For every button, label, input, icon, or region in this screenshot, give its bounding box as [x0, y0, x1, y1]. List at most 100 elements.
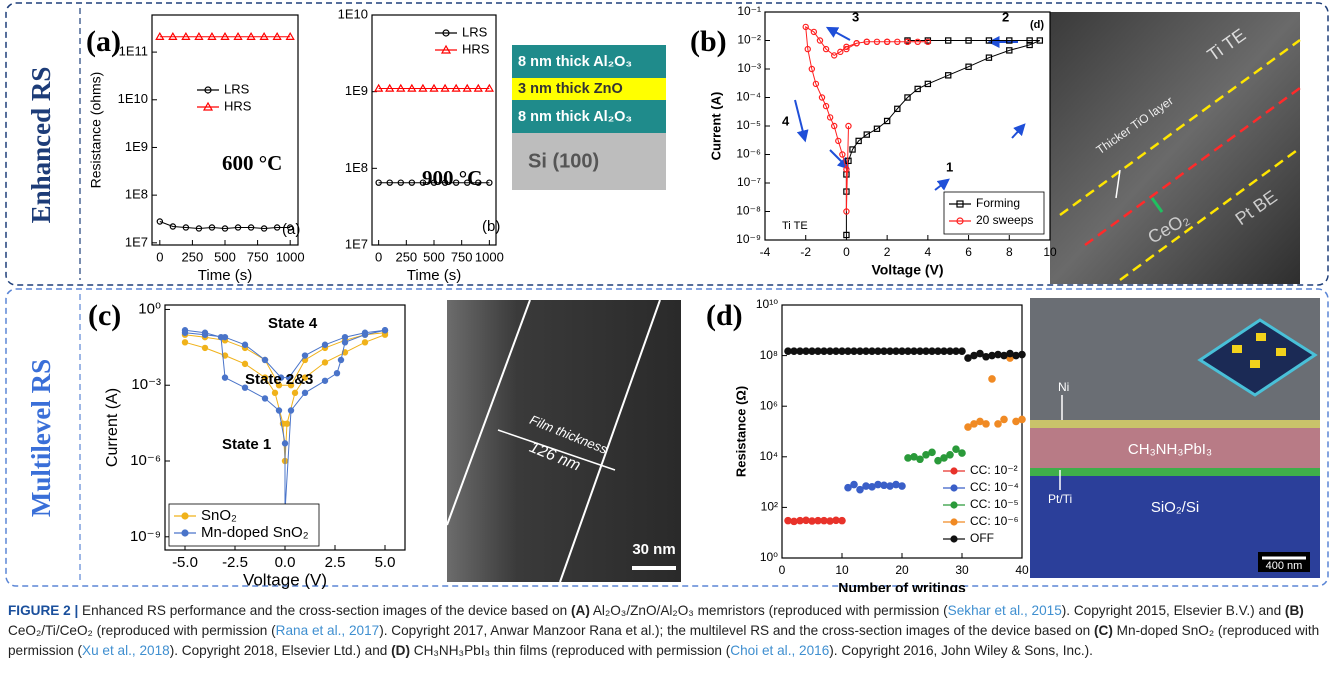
- data-point: [322, 378, 327, 383]
- data-point: [202, 345, 207, 350]
- legend-label: LRS: [462, 24, 488, 39]
- data-point: [1013, 352, 1019, 358]
- data-point: [397, 85, 404, 91]
- y-tick-label: 10¹⁰: [756, 297, 778, 311]
- caption-bold: (D): [391, 643, 410, 658]
- y-tick-label: 10⁶: [760, 398, 778, 412]
- data-point: [375, 85, 382, 91]
- data-point: [302, 353, 307, 358]
- micrograph: Ti TE Thicker TiO layer CeO₂ Pt BE: [1050, 12, 1300, 284]
- x-tick-label: 20: [895, 563, 909, 577]
- citation-link[interactable]: Sekhar et al., 2015: [948, 603, 1062, 618]
- x-axis-label: Number of writings: [838, 580, 966, 592]
- image-label: Pt/Ti: [1048, 492, 1072, 506]
- data-point: [953, 446, 959, 452]
- y-tick-label: 10⁴: [759, 449, 778, 463]
- data-point: [863, 483, 869, 489]
- data-point: [202, 332, 207, 337]
- data-point: [1001, 416, 1007, 422]
- y-tick-label: 10⁸: [760, 348, 778, 362]
- electrode: [1276, 348, 1286, 356]
- data-point: [983, 354, 989, 360]
- x-tick-label: 2: [884, 245, 891, 259]
- legend-label: CC: 10⁻⁶: [970, 514, 1019, 528]
- y-tick-label: 10⁻³: [131, 376, 161, 393]
- y-tick-label: 1E7: [345, 236, 368, 251]
- annotation: 2: [1002, 9, 1009, 24]
- x-tick-label: 30: [955, 563, 969, 577]
- x-axis-label: Time (s): [407, 267, 461, 284]
- data-point: [881, 482, 887, 488]
- y-tick-label: 1E9: [345, 83, 368, 98]
- panel-label: (a): [86, 25, 121, 58]
- legend-marker: [182, 513, 188, 519]
- x-tick-label: 250: [182, 249, 204, 264]
- data-point: [989, 376, 995, 382]
- x-axis-label: Voltage (V): [871, 262, 943, 278]
- electrode: [1256, 333, 1266, 341]
- scale-label: 30 nm: [632, 541, 675, 558]
- x-tick-label: 10: [835, 563, 849, 577]
- citation-link[interactable]: Rana et al., 2017: [276, 623, 380, 638]
- data-point: [453, 85, 460, 91]
- annotation: State 1: [222, 436, 271, 453]
- y-tick-label: 10⁻³: [737, 61, 761, 75]
- y-axis-label: Current (A): [708, 92, 723, 161]
- layer: [1030, 468, 1320, 476]
- y-axis-label: Resistance (Ω): [733, 386, 748, 477]
- y-tick-label: 10⁻¹: [737, 4, 761, 18]
- legend-marker: [951, 502, 957, 508]
- citation-link[interactable]: Xu et al., 2018: [82, 643, 170, 658]
- data-point: [827, 518, 833, 524]
- x-tick-label: 8: [1006, 245, 1013, 259]
- data-point: [362, 340, 367, 345]
- electrode: [1232, 345, 1242, 353]
- y-tick-label: 10²: [761, 500, 778, 514]
- annotation: 3: [852, 9, 859, 24]
- data-point: [989, 352, 995, 358]
- y-tick-label: 10⁰: [760, 550, 778, 564]
- x-tick-label: 0: [843, 245, 850, 259]
- data-point: [857, 487, 863, 493]
- data-point: [893, 481, 899, 487]
- y-tick-label: 1E7: [125, 234, 148, 249]
- caption-text: ). Copyright 2015, Elsevier B.V.) and: [1062, 603, 1285, 618]
- x-tick-label: 5.0: [375, 554, 396, 571]
- x-axis-label: Time (s): [198, 267, 252, 284]
- data-point: [851, 481, 857, 487]
- x-tick-label: 500: [423, 249, 445, 264]
- data-point: [222, 335, 227, 340]
- data-point: [941, 455, 947, 461]
- caption-bold: (A): [571, 603, 590, 618]
- x-tick-label: -5.0: [172, 554, 198, 571]
- x-tick-label: 0.0: [275, 554, 296, 571]
- caption-text: Enhanced RS performance and the cross-se…: [78, 603, 571, 618]
- caption-text: CH₃NH₃PbI₃ thin films (reproduced with p…: [410, 643, 730, 658]
- data-point: [342, 340, 347, 345]
- annotation: (b): [482, 218, 500, 235]
- data-point: [338, 357, 343, 362]
- layer-label: 8 nm thick Al₂O₃: [518, 109, 632, 125]
- layer-stack: 8 nm thick Al₂O₃ 3 nm thick ZnO 8 nm thi…: [512, 45, 666, 190]
- x-tick-label: 1000: [475, 249, 504, 264]
- data-point: [977, 350, 983, 356]
- data-point: [845, 485, 851, 491]
- x-tick-label: 750: [451, 249, 473, 264]
- data-point: [282, 441, 287, 446]
- x-tick-label: 40: [1015, 563, 1029, 577]
- data-point: [899, 483, 905, 489]
- legend-label: 20 sweeps: [976, 213, 1033, 227]
- annotation: State 2&3: [245, 371, 313, 388]
- data-point: [965, 424, 971, 430]
- x-tick-label: 0: [156, 249, 163, 264]
- citation-link[interactable]: Choi et al., 2016: [730, 643, 829, 658]
- data-point: [995, 351, 1001, 357]
- data-point: [839, 517, 845, 523]
- data-point: [182, 340, 187, 345]
- y-tick-label: 1E8: [125, 187, 148, 202]
- data-point: [486, 85, 493, 91]
- data-point: [995, 421, 1001, 427]
- y-tick-label: 10⁻⁸: [736, 204, 761, 218]
- data-point: [947, 452, 953, 458]
- legend-label: CC: 10⁻⁴: [970, 480, 1019, 494]
